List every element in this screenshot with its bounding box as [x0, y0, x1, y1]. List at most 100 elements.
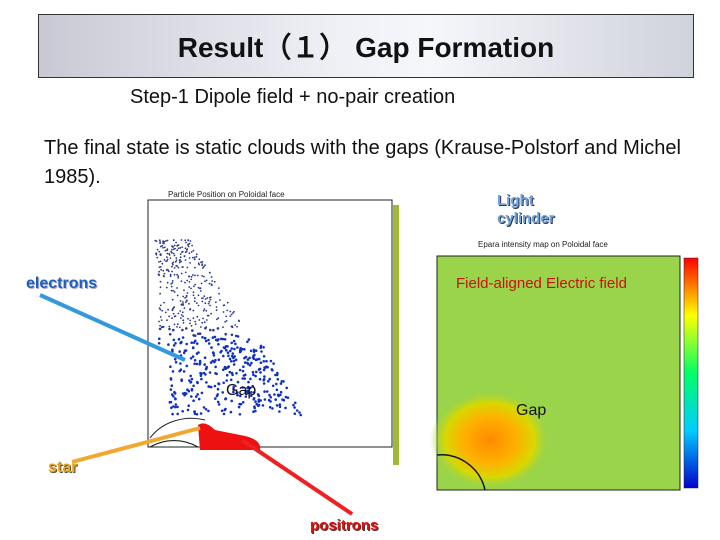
electron-dot — [216, 338, 219, 342]
electron-dot — [199, 287, 201, 290]
electron-dot — [170, 289, 173, 292]
electron-dot — [211, 336, 215, 339]
electron-dot — [175, 257, 178, 259]
electron-dot — [200, 282, 203, 285]
electron-dot — [176, 323, 179, 326]
electron-dot — [230, 360, 233, 363]
electron-dot — [184, 301, 187, 303]
electron-dot — [226, 301, 229, 304]
electron-dot — [174, 360, 178, 364]
electron-dot — [171, 246, 174, 248]
electron-dot — [181, 311, 184, 314]
electron-dot — [198, 332, 202, 336]
electron-dot — [275, 404, 279, 407]
electron-dot — [181, 328, 184, 332]
electron-dot — [184, 392, 188, 396]
electron-dot — [182, 295, 185, 298]
electron-dot — [186, 408, 190, 412]
electron-dot — [285, 386, 289, 390]
electron-dot — [282, 380, 285, 383]
electron-dot — [159, 253, 162, 256]
electron-dot — [182, 319, 185, 322]
electron-dot — [190, 341, 193, 345]
colorbar — [683, 257, 699, 489]
electron-dot — [275, 388, 279, 392]
electron-dot — [187, 243, 190, 246]
electron-dot — [196, 274, 199, 277]
electron-dot — [165, 240, 167, 242]
electron-dot — [203, 321, 206, 324]
electron-dot — [197, 304, 200, 307]
electron-dot — [167, 270, 170, 273]
electron-dot — [250, 394, 253, 398]
electron-dot — [205, 381, 208, 384]
electron-dot — [230, 399, 233, 403]
electron-dot — [182, 301, 184, 303]
electron-dot — [159, 304, 162, 307]
electron-dot — [192, 317, 195, 320]
electron-dot — [210, 346, 213, 349]
electron-dot — [180, 314, 183, 316]
electron-dot — [210, 276, 213, 278]
electron-dot — [264, 366, 267, 369]
electron-dot — [170, 283, 173, 285]
electron-dot — [189, 357, 193, 360]
electron-dot — [238, 413, 242, 416]
electron-dot — [169, 273, 172, 276]
electron-dot — [230, 313, 233, 316]
electron-dot — [190, 377, 194, 381]
electron-dot — [168, 253, 171, 255]
electron-dot — [172, 239, 175, 241]
electron-dot — [159, 245, 162, 248]
electron-dot — [257, 403, 261, 407]
electron-dot — [226, 345, 229, 348]
electron-dot — [166, 252, 169, 255]
electron-dot — [187, 245, 190, 248]
electron-dot — [156, 256, 159, 259]
electron-dot — [257, 394, 261, 398]
electron-dot — [261, 404, 265, 407]
electron-dot — [197, 351, 200, 354]
electron-dot — [172, 338, 176, 342]
electron-dot — [232, 312, 234, 314]
electron-dot — [168, 327, 171, 331]
electron-dot — [207, 385, 211, 388]
electron-dot — [211, 284, 213, 287]
electron-dot — [181, 251, 183, 254]
electron-dot — [174, 260, 177, 263]
electron-dot — [259, 346, 263, 350]
electrons-label: electrons — [26, 275, 98, 292]
electron-dot — [190, 287, 192, 290]
electron-dot — [229, 410, 233, 414]
electron-dot — [236, 325, 238, 328]
electron-dot — [176, 294, 179, 297]
electron-dot — [160, 268, 163, 271]
electron-dot — [207, 302, 210, 305]
electron-dot — [180, 260, 183, 263]
electron-dot — [161, 309, 164, 312]
electrons-pointer — [39, 293, 186, 362]
electron-dot — [196, 315, 199, 318]
electron-dot — [198, 319, 201, 321]
electron-dot — [201, 267, 204, 269]
electron-dot — [284, 406, 287, 410]
light-cylinder — [393, 205, 399, 465]
electron-dot — [208, 282, 211, 285]
electron-dot — [181, 336, 185, 339]
electron-dot — [164, 311, 167, 314]
electron-dot — [230, 341, 233, 345]
electron-dot — [266, 390, 269, 393]
electron-dot — [293, 412, 297, 416]
electron-dot — [279, 382, 283, 385]
electron-dot — [209, 296, 212, 299]
electron-dot — [199, 374, 203, 378]
electron-dot — [224, 367, 227, 370]
electron-dot — [224, 407, 227, 411]
electron-dot — [262, 368, 266, 372]
electron-dot — [214, 397, 217, 400]
electron-dot — [225, 349, 228, 352]
electron-dot — [221, 391, 224, 394]
electron-dot — [187, 317, 189, 320]
electron-dot — [184, 239, 187, 242]
electron-dot — [201, 275, 204, 277]
